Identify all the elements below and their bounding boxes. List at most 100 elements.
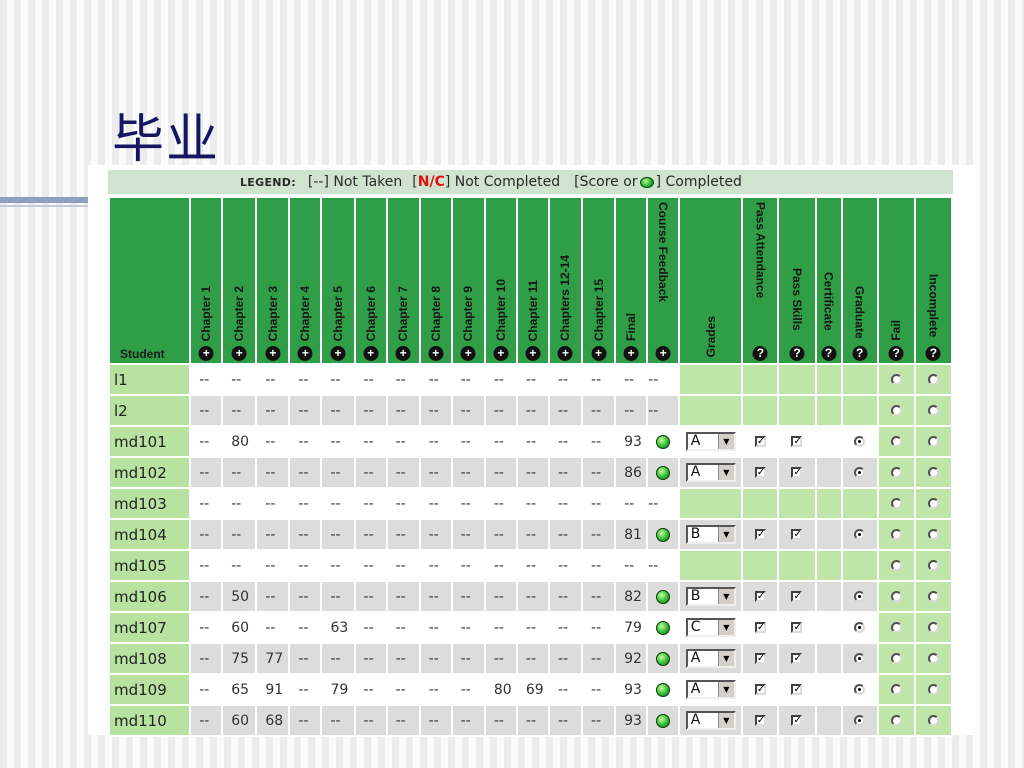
- graduate-radio[interactable]: [854, 591, 866, 602]
- pass-attendance-checkbox[interactable]: ✓: [754, 684, 766, 695]
- pass-skills-checkbox[interactable]: ✓: [791, 715, 803, 726]
- fail-radio[interactable]: [890, 467, 902, 478]
- chevron-down-icon[interactable]: ▼: [717, 651, 734, 666]
- help-question-icon[interactable]: ?: [852, 346, 868, 361]
- pass-attendance-checkbox[interactable]: ✓: [754, 467, 766, 478]
- help-question-icon[interactable]: ?: [888, 346, 904, 361]
- incomplete-radio[interactable]: [927, 374, 939, 385]
- incomplete-radio[interactable]: [927, 653, 939, 664]
- incomplete-header: Incomplete?: [913, 196, 954, 365]
- incomplete-radio[interactable]: [927, 436, 939, 447]
- pass-attendance-checkbox[interactable]: ✓: [754, 622, 766, 633]
- expand-plus-icon[interactable]: +: [265, 346, 281, 361]
- incomplete-radio[interactable]: [927, 405, 939, 416]
- score-cell: --: [320, 704, 356, 737]
- pass-attendance-checkbox[interactable]: ✓: [754, 715, 766, 726]
- fail-radio[interactable]: [890, 560, 902, 571]
- expand-plus-icon[interactable]: +: [557, 346, 573, 361]
- fail-radio[interactable]: [890, 529, 902, 540]
- score-cell: --: [614, 394, 649, 427]
- fail-radio[interactable]: [890, 374, 902, 385]
- incomplete-cell: [913, 611, 954, 644]
- pass-skills-checkbox[interactable]: ✓: [791, 653, 803, 664]
- help-question-icon[interactable]: ?: [752, 346, 768, 361]
- pass-attendance-checkbox[interactable]: ✓: [754, 436, 766, 447]
- pass-attendance-checkbox[interactable]: ✓: [754, 529, 766, 540]
- completed-dot-icon: [656, 465, 671, 480]
- chapter-5-header: Chapter 5 +: [320, 196, 356, 365]
- pass-skills-checkbox[interactable]: ✓: [791, 684, 803, 695]
- pass-skills-checkbox[interactable]: ✓: [791, 622, 803, 633]
- grade-select[interactable]: A ▼: [685, 711, 736, 730]
- fail-radio[interactable]: [890, 653, 902, 664]
- help-question-icon[interactable]: ?: [821, 346, 837, 361]
- pass-skills-checkbox[interactable]: ✓: [791, 436, 803, 447]
- expand-plus-icon[interactable]: +: [460, 346, 476, 361]
- chevron-down-icon[interactable]: ▼: [717, 527, 734, 542]
- grade-select[interactable]: B ▼: [685, 587, 736, 606]
- expand-plus-icon[interactable]: +: [363, 346, 379, 361]
- expand-plus-icon[interactable]: +: [591, 346, 607, 361]
- fail-radio[interactable]: [890, 498, 902, 509]
- help-question-icon[interactable]: ?: [925, 346, 941, 361]
- fail-radio[interactable]: [890, 436, 902, 447]
- score-cell: --: [385, 363, 421, 396]
- grade-select[interactable]: A ▼: [685, 680, 736, 699]
- student-name: md108: [107, 642, 192, 675]
- pass-attendance-checkbox[interactable]: ✓: [754, 591, 766, 602]
- expand-plus-icon[interactable]: +: [231, 346, 247, 361]
- grade-select[interactable]: A ▼: [685, 432, 736, 451]
- expand-plus-icon[interactable]: +: [493, 346, 509, 361]
- chevron-down-icon[interactable]: ▼: [717, 434, 734, 449]
- expand-plus-icon[interactable]: +: [330, 346, 346, 361]
- pass-skills-checkbox[interactable]: ✓: [791, 467, 803, 478]
- fail-radio[interactable]: [890, 622, 902, 633]
- chevron-down-icon[interactable]: ▼: [717, 589, 734, 604]
- chevron-down-icon[interactable]: ▼: [717, 682, 734, 697]
- chevron-down-icon[interactable]: ▼: [717, 713, 734, 728]
- graduate-radio[interactable]: [854, 467, 866, 478]
- score-cell: --: [189, 363, 224, 396]
- fail-radio[interactable]: [890, 591, 902, 602]
- incomplete-radio[interactable]: [927, 715, 939, 726]
- incomplete-radio[interactable]: [927, 591, 939, 602]
- graduate-radio[interactable]: [854, 715, 866, 726]
- help-question-icon[interactable]: ?: [789, 346, 805, 361]
- graduate-radio[interactable]: [854, 622, 866, 633]
- pass-skills-checkbox[interactable]: ✓: [791, 591, 803, 602]
- expand-plus-icon[interactable]: +: [297, 346, 313, 361]
- legend-not-taken: [--] Not Taken: [307, 174, 403, 190]
- expand-plus-icon[interactable]: +: [198, 346, 214, 361]
- incomplete-radio[interactable]: [927, 467, 939, 478]
- graduate-radio[interactable]: [854, 684, 866, 695]
- chevron-down-icon[interactable]: ▼: [717, 620, 734, 635]
- score-cell: --: [547, 642, 584, 675]
- expand-plus-icon[interactable]: +: [623, 346, 639, 361]
- grade-select[interactable]: B ▼: [685, 525, 736, 544]
- grade-select[interactable]: C ▼: [685, 618, 736, 637]
- incomplete-radio[interactable]: [927, 622, 939, 633]
- incomplete-radio[interactable]: [927, 529, 939, 540]
- score-cell: --: [483, 456, 518, 489]
- graduate-radio[interactable]: [854, 653, 866, 664]
- fail-radio[interactable]: [890, 715, 902, 726]
- grade-select[interactable]: A ▼: [685, 649, 736, 668]
- expand-plus-icon[interactable]: +: [655, 346, 671, 361]
- score-cell: --: [483, 363, 518, 396]
- pass-skills-checkbox[interactable]: ✓: [791, 529, 803, 540]
- graduate-radio[interactable]: [854, 529, 866, 540]
- graduate-radio[interactable]: [854, 436, 866, 447]
- incomplete-radio[interactable]: [927, 684, 939, 695]
- fail-radio[interactable]: [890, 405, 902, 416]
- expand-plus-icon[interactable]: +: [395, 346, 411, 361]
- incomplete-radio[interactable]: [927, 560, 939, 571]
- incomplete-radio[interactable]: [927, 498, 939, 509]
- completed-dot-icon: [656, 682, 671, 697]
- expand-plus-icon[interactable]: +: [525, 346, 541, 361]
- expand-plus-icon[interactable]: +: [428, 346, 444, 361]
- fail-radio[interactable]: [890, 684, 902, 695]
- pass-attendance-checkbox[interactable]: ✓: [754, 653, 766, 664]
- chevron-down-icon[interactable]: ▼: [717, 465, 734, 480]
- grade-select[interactable]: A ▼: [685, 463, 736, 482]
- score-cell: --: [255, 518, 291, 551]
